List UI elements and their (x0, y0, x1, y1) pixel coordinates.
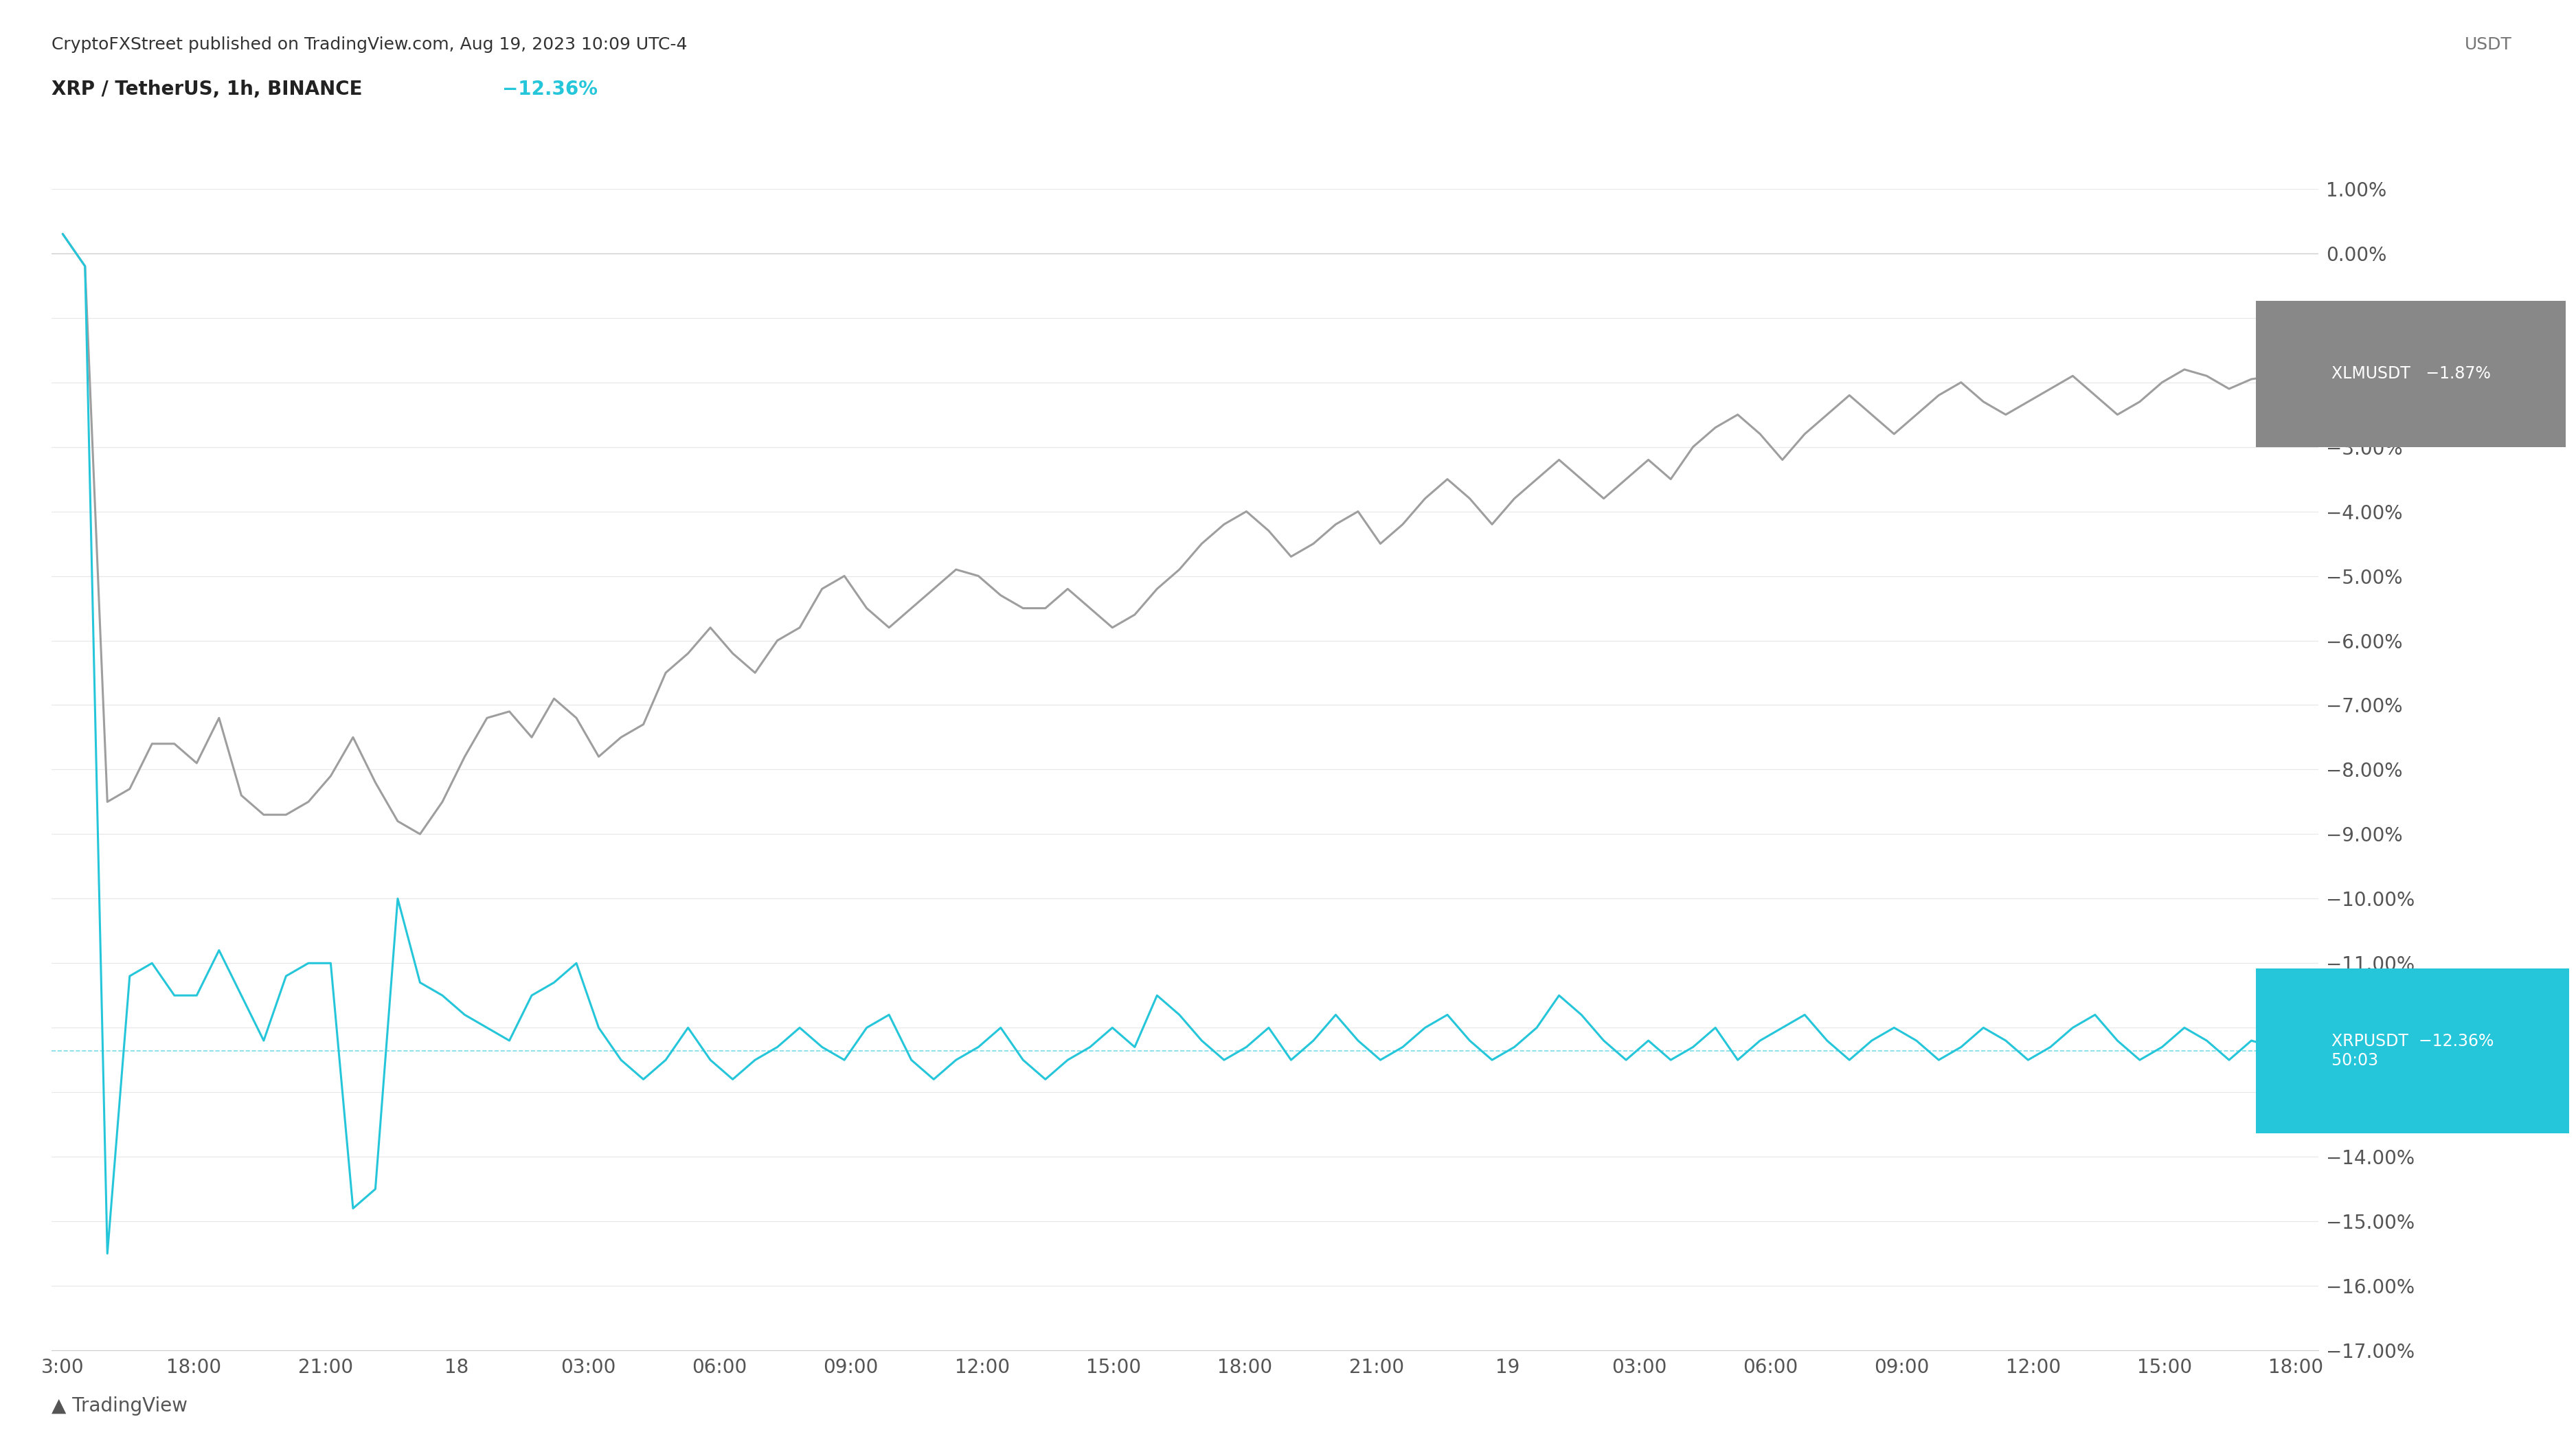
Text: XRPUSDT  −12.36%  
  50:03: XRPUSDT −12.36% 50:03 (2321, 1034, 2504, 1069)
Text: USDT: USDT (2465, 36, 2512, 52)
Text: −12.36%: −12.36% (502, 80, 598, 99)
Text: CryptoFXStreet published on TradingView.com, Aug 19, 2023 10:09 UTC-4: CryptoFXStreet published on TradingView.… (52, 36, 688, 52)
Text: XLMUSDT   −1.87%: XLMUSDT −1.87% (2321, 366, 2501, 382)
Text: ▲ TradingView: ▲ TradingView (52, 1397, 188, 1416)
Text: XRP / TetherUS, 1h, BINANCE: XRP / TetherUS, 1h, BINANCE (52, 80, 376, 99)
